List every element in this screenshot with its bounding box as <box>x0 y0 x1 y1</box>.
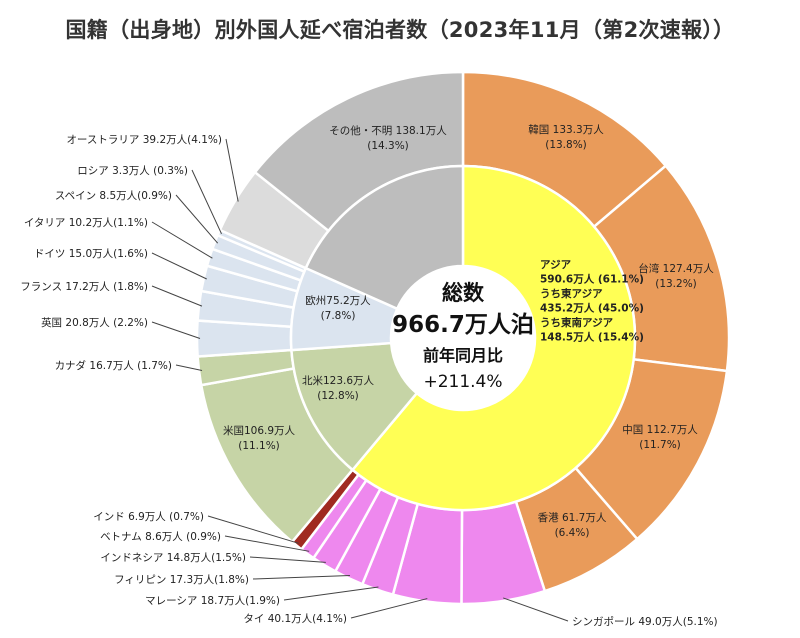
leader-13 <box>151 321 201 339</box>
slice-labels: アジア 590.6万人 (61.1%)うち東アジア 435.2万人 (45.0%)う… <box>20 124 717 628</box>
outer-label-5: タイ 40.1万人(4.1%) <box>243 613 347 625</box>
inner-label-2: 欧州75.2万人(7.8%) <box>305 295 371 322</box>
outer-label-14: フランス 17.2万人 (1.8%) <box>20 281 148 293</box>
center-line4: +211.4% <box>423 372 502 392</box>
outer-label-17: スペイン 8.5万人(0.9%) <box>55 190 172 202</box>
leader-15 <box>151 252 207 280</box>
outer-label-13: 英国 20.8万人 (2.2%) <box>41 316 148 329</box>
outer-ring <box>195 70 731 606</box>
outer-label-12: カナダ 16.7万人 (1.7%) <box>55 359 172 372</box>
outer-label-8: インドネシア 14.8万人(1.5%) <box>100 552 246 564</box>
leader-12 <box>175 364 203 371</box>
leader-14 <box>151 285 203 307</box>
leader-17 <box>175 194 219 244</box>
outer-label-0: 韓国 133.3万人(13.8%) <box>528 124 604 151</box>
outer-label-16: イタリア 10.2万人(1.1%) <box>24 217 148 229</box>
inner-ring <box>289 164 637 512</box>
outer-label-4: シンガポール 49.0万人(5.1%) <box>572 616 718 628</box>
center-line3: 前年同月比 <box>423 346 503 365</box>
chart-title: 国籍（出身地）別外国人延べ宿泊者数（2023年11月（第2次速報）） <box>65 18 735 42</box>
inner-label-1: 北米123.6万人(12.8%) <box>302 374 375 402</box>
leader-10 <box>207 515 299 544</box>
outer-label-9: ベトナム 8.6万人 (0.9%) <box>100 531 221 543</box>
center-line2: 966.7万人泊 <box>392 312 534 338</box>
leader-16 <box>151 221 213 259</box>
outer-label-7: フィリピン 17.3万人(1.8%) <box>114 574 249 586</box>
outer-label-6: マレーシア 18.7万人(1.9%) <box>145 595 280 607</box>
leader-4 <box>503 597 569 622</box>
leader-lines <box>151 138 569 622</box>
outer-label-18: ロシア 3.3万人 (0.3%) <box>77 165 188 177</box>
leader-7 <box>252 574 350 580</box>
outer-label-2: 中国 112.7万人(11.7%) <box>622 423 698 451</box>
center-hole <box>391 266 535 410</box>
leader-19 <box>225 138 239 202</box>
outer-label-1: 台湾 127.4万人(13.2%) <box>638 262 714 290</box>
inner-label-3: その他・不明 138.1万人(14.3%) <box>329 124 447 152</box>
inner-label-0: アジア 590.6万人 (61.1%)うち東アジア 435.2万人 (45.0%)う… <box>540 259 644 344</box>
outer-label-10: インド 6.9万人 (0.7%) <box>93 511 204 523</box>
leader-5 <box>350 598 428 619</box>
outer-label-19: オーストラリア 39.2万人(4.1%) <box>66 134 222 146</box>
leader-8 <box>249 556 326 563</box>
leader-18 <box>191 169 222 235</box>
outer-label-11: 米国106.9万人(11.1%) <box>223 424 296 452</box>
outer-label-3: 香港 61.7万人(6.4%) <box>538 512 607 539</box>
leader-6 <box>283 586 379 601</box>
center-summary: 総数 966.7万人泊 前年同月比 +211.4% <box>392 281 534 392</box>
outer-label-15: ドイツ 15.0万人(1.6%) <box>34 248 148 260</box>
center-line1: 総数 <box>442 281 485 305</box>
leader-9 <box>224 535 310 552</box>
